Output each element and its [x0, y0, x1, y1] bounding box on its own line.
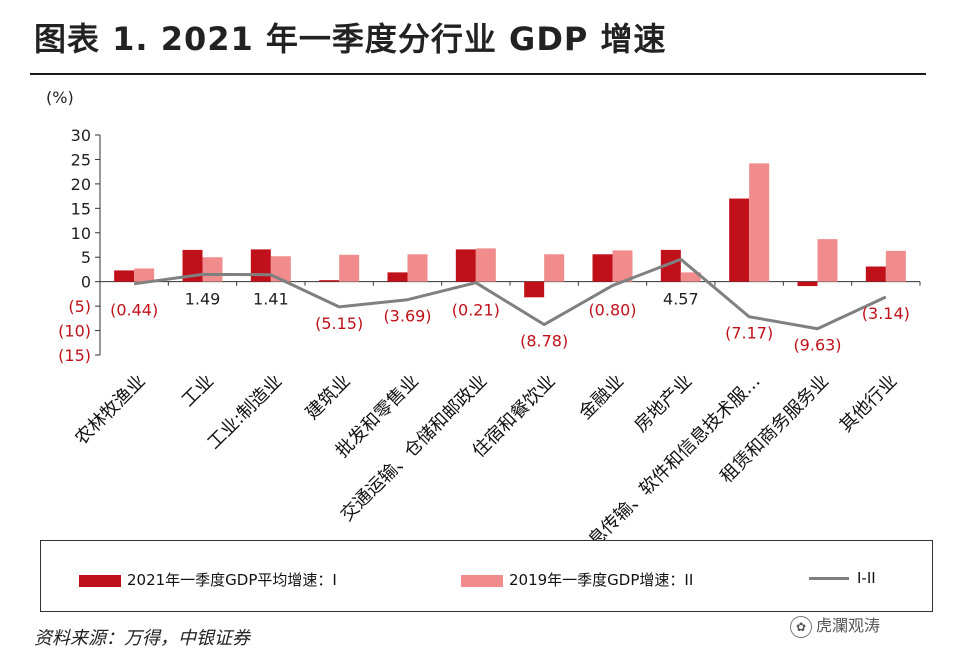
y-tick-label: 15: [71, 199, 91, 218]
y-tick-label: 20: [71, 175, 91, 194]
y-tick-label: 30: [71, 126, 91, 145]
data-label: 1.49: [185, 290, 221, 309]
bar-2021: [455, 249, 476, 282]
y-tick-label: 10: [71, 224, 91, 243]
data-label: (0.80): [588, 301, 636, 320]
category-label: 工业:制造业: [204, 371, 287, 454]
bar-2019: [339, 254, 360, 282]
legend: 2021年一季度GDP平均增速：I 2019年一季度GDP增速：II I-II: [40, 540, 933, 612]
y-tick-label: (15): [58, 346, 91, 365]
axes: 30 25 20 15 10 5 0 (5) (10) (15): [58, 126, 921, 365]
category-label: 其他行业: [836, 371, 902, 437]
legend-item-difference: I-II: [809, 569, 876, 587]
bar-2021: [250, 249, 271, 282]
bar-2019: [749, 163, 770, 282]
bar-2021: [660, 249, 681, 282]
y-tick-label: (5): [68, 297, 91, 316]
data-label: (0.44): [110, 301, 158, 320]
bar-2019: [270, 256, 291, 282]
bar-2019: [134, 268, 155, 282]
legend-label-difference: I-II: [857, 569, 876, 587]
category-label: 工业: [178, 371, 218, 411]
data-label: (0.21): [452, 301, 500, 320]
y-tick-label: (10): [58, 322, 91, 341]
data-label: 1.41: [253, 290, 289, 309]
bar-2021: [114, 270, 135, 282]
legend-item-2021: 2021年一季度GDP平均增速：I: [79, 569, 337, 590]
bar-2019: [885, 250, 906, 282]
legend-swatch-2021: [79, 574, 121, 587]
legend-swatch-2019: [461, 574, 503, 587]
bar-2019: [817, 239, 838, 282]
bar-2019: [612, 250, 633, 282]
category-label: 农林牧渔业: [71, 371, 149, 449]
y-tick-label: 0: [81, 273, 91, 292]
title-divider: [30, 73, 926, 75]
category-label: 房地产业: [631, 371, 697, 437]
legend-label-2021: 2021年一季度GDP平均增速：I: [127, 571, 337, 589]
chart-title: 图表 1. 2021 年一季度分行业 GDP 增速: [34, 20, 667, 58]
bar-2021: [865, 266, 886, 282]
data-label: (9.63): [793, 336, 841, 355]
watermark: ✿ 虎瀾观涛: [790, 612, 880, 638]
bar-2021: [524, 281, 545, 298]
bar-2021: [387, 272, 408, 282]
bars: [114, 163, 906, 298]
category-label: 金融业: [575, 371, 628, 424]
y-tick-label: 5: [81, 248, 91, 267]
difference-line: [133, 257, 887, 331]
category-label: 建筑业: [302, 371, 355, 424]
labels: 农林牧渔业 工业工业:制造业 建筑业批发和零售业交通运输、仓储和邮政业住宿和餐饮业金…: [71, 290, 910, 540]
source-note: 资料来源：万得，中银证券: [34, 628, 250, 649]
difference-line-layer: [133, 257, 887, 331]
wechat-icon: ✿: [790, 615, 812, 638]
bar-2021: [592, 254, 613, 282]
data-label: (8.78): [520, 332, 568, 351]
bar-2021: [319, 280, 340, 282]
bar-2021: [729, 198, 750, 282]
data-label: (3.14): [862, 304, 910, 323]
bar-2019: [475, 248, 496, 282]
data-label: (5.15): [315, 314, 363, 333]
legend-label-2019: 2019年一季度GDP增速：II: [509, 571, 694, 589]
legend-item-2019: 2019年一季度GDP增速：II: [461, 569, 693, 590]
data-label: (3.69): [383, 307, 431, 326]
data-label: 4.57: [663, 290, 699, 309]
bar-2019: [544, 254, 565, 282]
bar-2019: [407, 254, 428, 282]
data-label: (7.17): [725, 324, 773, 343]
legend-swatch-difference: [809, 577, 849, 580]
y-axis-unit: (%): [46, 88, 74, 107]
bar-2019: [202, 257, 223, 282]
y-tick-label: 25: [71, 150, 91, 169]
bar-2019: [680, 272, 701, 282]
bar-2021: [797, 281, 818, 287]
watermark-text: 虎瀾观涛: [816, 616, 881, 635]
